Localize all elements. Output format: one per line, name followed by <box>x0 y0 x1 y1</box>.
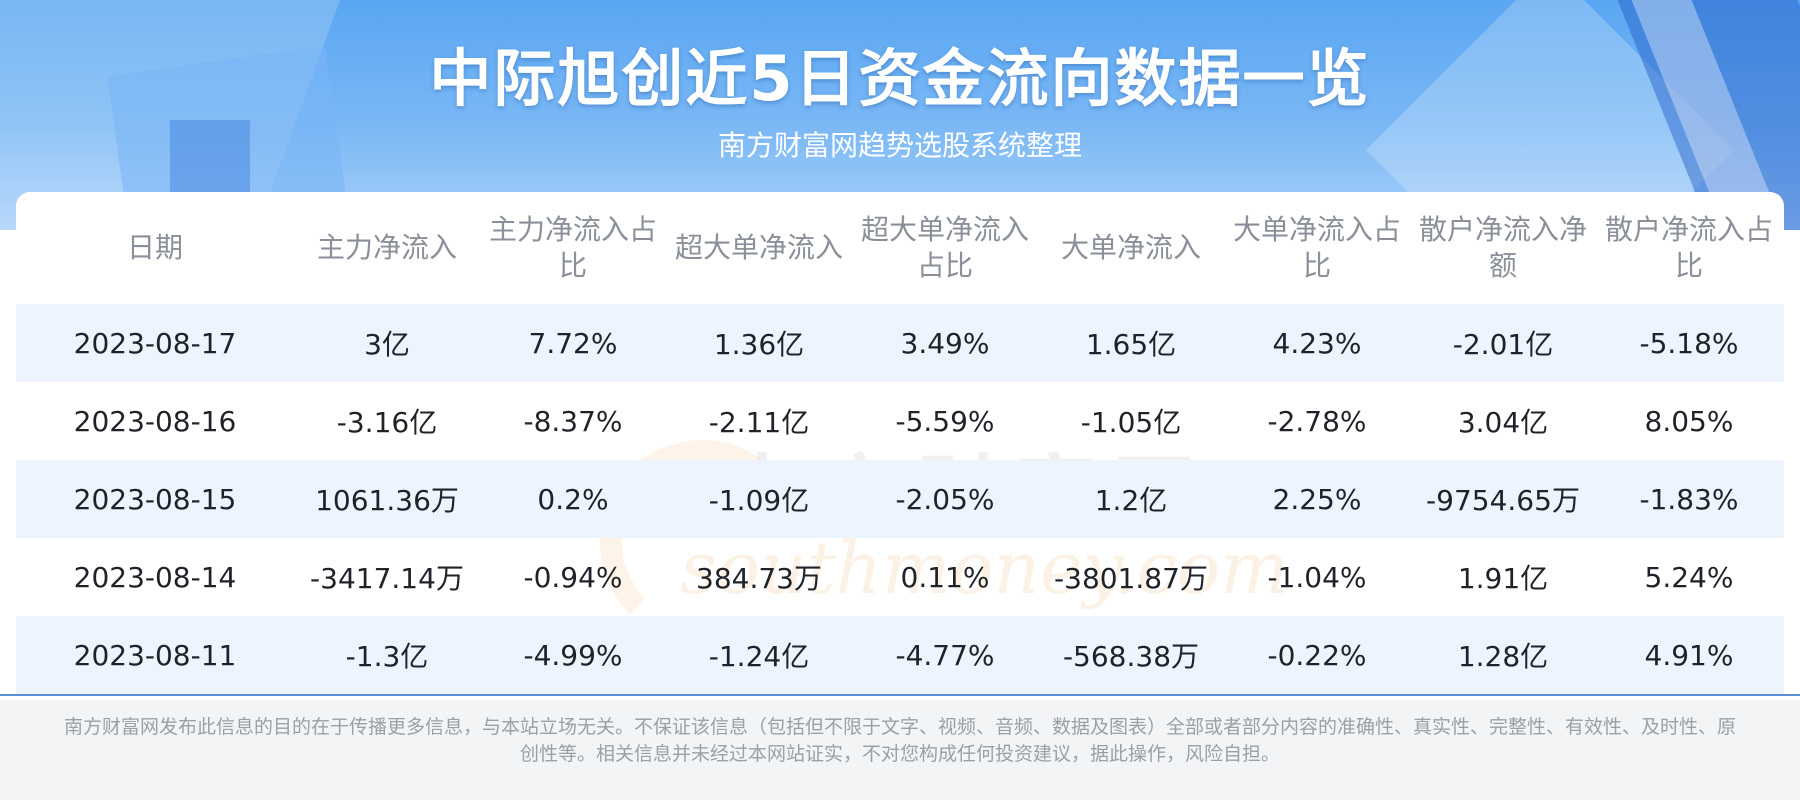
table-cell: 1061.36万 <box>315 484 459 517</box>
table-row: 2023-08-16 -3.16亿 -8.37% -2.11亿 -5.59% -… <box>16 382 1784 460</box>
page-subtitle: 南方财富网趋势选股系统整理 <box>717 129 1082 162</box>
table-cell: -0.94% <box>523 560 623 594</box>
table-cell: 2023-08-16 <box>73 404 237 438</box>
table-cell: -5.18% <box>1639 326 1739 360</box>
table-cell: 1.36亿 <box>713 328 805 361</box>
column-header-retail-ratio: 散户净流入占比 <box>1604 213 1773 282</box>
table-row: 2023-08-15 1061.36万 0.2% -1.09亿 -2.05% 1… <box>16 460 1784 538</box>
table-header: 日期 主力净流入 主力净流入占比 超大单净流入 超大单净流入占比 大单净流入 大… <box>16 192 1784 304</box>
table-cell: 1.28亿 <box>1457 640 1549 673</box>
table-cell: -4.99% <box>523 638 623 672</box>
table-cell: 5.24% <box>1644 560 1734 594</box>
table-cell: -1.24亿 <box>708 640 810 673</box>
table-cell: -2.78% <box>1267 404 1367 438</box>
table-cell: 2023-08-14 <box>73 560 237 594</box>
table-cell: 7.72% <box>528 326 618 360</box>
page-title: 中际旭创近5日资金流向数据一览 <box>429 42 1371 115</box>
table-cell: -2.01亿 <box>1452 328 1554 361</box>
table-cell: -1.05亿 <box>1080 406 1182 439</box>
table-cell: 2.25% <box>1272 482 1362 516</box>
table-cell: 8.05% <box>1644 404 1734 438</box>
table-cell: 2023-08-17 <box>73 326 237 360</box>
table-cell: -1.04% <box>1267 560 1367 594</box>
table-cell: 3亿 <box>364 328 410 361</box>
table-cell: -3801.87万 <box>1054 562 1208 595</box>
column-header-date: 日期 <box>126 231 183 264</box>
table-cell: -1.3亿 <box>345 640 429 673</box>
table-cell: -2.11亿 <box>708 406 810 439</box>
table-row: 2023-08-14 -3417.14万 -0.94% 384.73万 0.11… <box>16 538 1784 616</box>
table-cell: 384.73万 <box>696 562 822 595</box>
table-cell: -5.59% <box>895 404 995 438</box>
column-header-xl-ratio: 超大单净流入占比 <box>860 213 1029 282</box>
column-header-main-inflow: 主力净流入 <box>316 231 457 264</box>
header-banner: 中际旭创近5日资金流向数据一览 南方财富网趋势选股系统整理 <box>0 0 1800 230</box>
table-cell: -9754.65万 <box>1426 484 1580 517</box>
column-header-xl-inflow: 超大单净流入 <box>674 231 843 264</box>
table-cell: 2023-08-15 <box>73 482 237 516</box>
footer: 南方财富网发布此信息的目的在于传播更多信息，与本站立场无关。不保证该信息（包括但… <box>0 700 1800 800</box>
fund-flow-table: 日期 主力净流入 主力净流入占比 超大单净流入 超大单净流入占比 大单净流入 大… <box>16 192 1784 694</box>
table-cell: -8.37% <box>523 404 623 438</box>
table-cell: 3.04亿 <box>1457 406 1549 439</box>
column-header-retail-inflow: 散户净流入净额 <box>1418 213 1587 282</box>
table-cell: 0.2% <box>537 482 609 516</box>
table-card <box>16 192 1784 692</box>
table-cell: 1.65亿 <box>1085 328 1177 361</box>
table-cell: 0.11% <box>900 560 990 594</box>
column-header-large-inflow: 大单净流入 <box>1060 231 1201 264</box>
table-cell: 3.49% <box>900 326 990 360</box>
table-cell: -3417.14万 <box>310 562 464 595</box>
table-cell: -3.16亿 <box>336 406 438 439</box>
table-cell: -0.22% <box>1267 638 1367 672</box>
table-cell: 1.91亿 <box>1457 562 1549 595</box>
table-cell: 4.23% <box>1272 326 1362 360</box>
table-cell: -2.05% <box>895 482 995 516</box>
table-cell: -4.77% <box>895 638 995 672</box>
table-row: 2023-08-17 3亿 7.72% 1.36亿 3.49% 1.65亿 4.… <box>16 304 1784 382</box>
table-cell: 2023-08-11 <box>73 638 237 672</box>
column-header-main-ratio: 主力净流入占比 <box>488 213 657 282</box>
table-cell: 1.2亿 <box>1094 484 1168 517</box>
table-row: 2023-08-11 -1.3亿 -4.99% -1.24亿 -4.77% -5… <box>16 616 1784 694</box>
table-cell: -1.83% <box>1639 482 1739 516</box>
footer-divider <box>0 694 1800 696</box>
table-cell: 4.91% <box>1644 638 1734 672</box>
table-cell: -1.09亿 <box>708 484 810 517</box>
table-cell: -568.38万 <box>1062 640 1200 673</box>
disclaimer-text: 南方财富网发布此信息的目的在于传播更多信息，与本站立场无关。不保证该信息（包括但… <box>63 716 1736 765</box>
column-header-large-ratio: 大单净流入占比 <box>1232 213 1401 282</box>
